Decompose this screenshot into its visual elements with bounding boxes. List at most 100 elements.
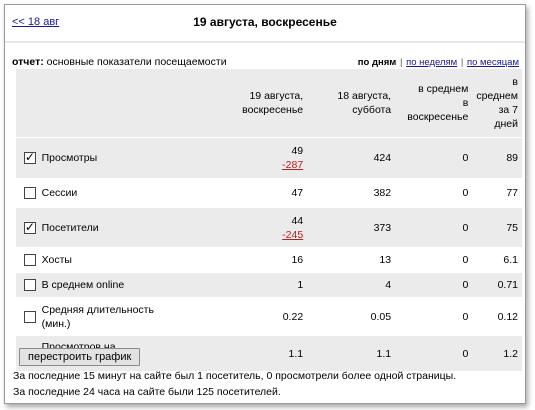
- header-week-line1: в: [512, 76, 518, 88]
- stats-window: << 18 авг 19 августа, воскресенье отчет:…: [4, 4, 526, 404]
- row-label: Хосты: [37, 247, 218, 273]
- row-checkbox-cell: [16, 247, 38, 273]
- row-label: Сессии: [37, 178, 218, 208]
- period-by-day[interactable]: по дням: [357, 57, 397, 68]
- row-value-week-avg: 89: [472, 137, 522, 179]
- row-value-week-avg: 6.1: [472, 247, 522, 273]
- period-by-week[interactable]: по неделям: [406, 57, 458, 68]
- row-value-week-avg: 0.71: [472, 272, 522, 298]
- row-value-yesterday: 373: [307, 207, 396, 248]
- period-by-month[interactable]: по месяцам: [466, 57, 519, 68]
- header-yesterday-line1: 18 августа,: [337, 90, 392, 102]
- row-checkbox[interactable]: [23, 254, 36, 267]
- row-checkbox-cell: [16, 297, 38, 336]
- period-separator: |: [460, 57, 464, 68]
- row-value-yesterday: 1.1: [307, 335, 396, 372]
- header-today-line2: воскресенье: [242, 104, 304, 116]
- report-prefix: отчет:: [12, 56, 44, 68]
- row-checkbox[interactable]: [23, 150, 36, 165]
- report-name: основные показатели посещаемости: [43, 56, 227, 68]
- row-today-cell: 1: [217, 272, 308, 298]
- row-value-week-avg: 77: [472, 178, 522, 208]
- header-bar: << 18 авг 19 августа, воскресенье: [5, 5, 525, 43]
- row-label-line: (мин.): [41, 317, 71, 330]
- header-yesterday: 18 августа, суббота: [307, 69, 396, 138]
- row-label: Средняя длительность (мин.): [37, 297, 218, 336]
- row-value-yesterday: 382: [307, 178, 396, 208]
- row-value-today: 0.22: [282, 310, 304, 323]
- row-value-today: 1.1: [288, 347, 304, 360]
- header-today-line1: 19 августа,: [249, 90, 304, 102]
- row-value-average: 0: [395, 297, 473, 336]
- header-average-line2: в: [462, 97, 469, 109]
- table-row: Средняя длительность (мин.) 0.22 0.05 0 0.12: [16, 297, 522, 336]
- period-switch: по дням | по неделям | по месяцам: [358, 57, 519, 68]
- row-label: В среднем online: [37, 272, 218, 298]
- row-label-line: Сессии: [41, 187, 78, 199]
- row-today-cell: 16: [217, 247, 308, 273]
- row-value-today: 16: [291, 254, 304, 266]
- row-checkbox[interactable]: [23, 310, 36, 323]
- header-yesterday-line2: суббота: [352, 104, 392, 116]
- table-row: Хосты 16 13 0 6.1: [16, 247, 522, 273]
- row-checkbox[interactable]: [23, 187, 36, 200]
- row-label: Просмотры: [37, 137, 218, 179]
- page-title: 19 августа, воскресенье: [193, 15, 337, 29]
- row-label-line: Хосты: [41, 254, 72, 266]
- row-value-yesterday: 4: [307, 272, 396, 298]
- row-diff-today[interactable]: -245: [282, 228, 304, 241]
- row-value-average: 0: [395, 207, 473, 248]
- row-value-average: 0: [395, 247, 473, 273]
- header-checkbox-spacer: [16, 69, 38, 138]
- header-week-line3: за 7 дней: [494, 104, 518, 130]
- prev-day-link[interactable]: << 18 авг: [12, 16, 60, 28]
- row-value-week-avg: 75: [472, 207, 522, 248]
- row-value-week-avg: 1.2: [472, 335, 522, 372]
- row-checkbox-cell: [16, 137, 38, 179]
- header-week-avg: в среднем за 7 дней: [472, 69, 522, 138]
- row-today-cell: 49 -287: [217, 137, 308, 179]
- row-value-today: 44: [291, 214, 304, 227]
- row-label: Посетители: [37, 207, 218, 248]
- row-today-cell: 44 -245: [217, 207, 308, 248]
- header-average: в среднем в воскресенье: [395, 69, 473, 138]
- table-row: В среднем online 1 4 0 0.71: [16, 272, 522, 298]
- row-today-cell: 0.22: [217, 297, 308, 336]
- row-label-line: В среднем online: [41, 279, 125, 291]
- footnote-15min: За последние 15 минут на сайте был 1 пос…: [13, 370, 457, 382]
- row-value-week-avg: 0.12: [472, 297, 522, 336]
- header-today: 19 августа, воскресенье: [217, 69, 308, 138]
- period-separator: |: [399, 57, 403, 68]
- row-diff-today[interactable]: -287: [282, 159, 304, 171]
- header-average-line3: воскресенье: [407, 111, 469, 123]
- row-value-today: 1: [297, 279, 304, 291]
- row-value-yesterday: 424: [307, 137, 396, 179]
- row-checkbox-cell: [16, 207, 38, 248]
- row-value-average: 0: [395, 178, 473, 208]
- row-today-cell: 1.1: [217, 335, 308, 372]
- report-description: отчет: основные показатели посещаемости: [12, 56, 227, 68]
- header-average-line1: в среднем: [418, 83, 469, 95]
- row-value-average: 0: [395, 272, 473, 298]
- row-value-today: 49: [291, 145, 304, 157]
- row-today-cell: 47: [217, 178, 308, 208]
- row-value-average: 0: [395, 335, 473, 372]
- row-value-today: 47: [291, 187, 304, 199]
- stats-header-row: 19 августа, воскресенье 18 августа, субб…: [16, 69, 522, 138]
- row-checkbox[interactable]: [23, 220, 36, 234]
- row-label-line: Посетители: [41, 221, 99, 234]
- footnote-24h: За последние 24 часа на сайте были 125 п…: [13, 386, 281, 398]
- header-week-line2: среднем: [476, 90, 518, 102]
- row-checkbox-cell: [16, 178, 38, 208]
- row-label-line: Просмотры: [41, 152, 98, 164]
- row-checkbox[interactable]: [23, 279, 36, 292]
- row-value-yesterday: 0.05: [307, 297, 396, 336]
- row-value-yesterday: 13: [307, 247, 396, 273]
- stats-table: 19 августа, воскресенье 18 августа, субб…: [16, 69, 522, 372]
- row-value-average: 0: [395, 137, 473, 179]
- rebuild-chart-button[interactable]: перестроить график: [19, 348, 141, 366]
- header-label-spacer: [37, 69, 218, 138]
- table-row: Сессии 47 382 0 77: [16, 178, 522, 208]
